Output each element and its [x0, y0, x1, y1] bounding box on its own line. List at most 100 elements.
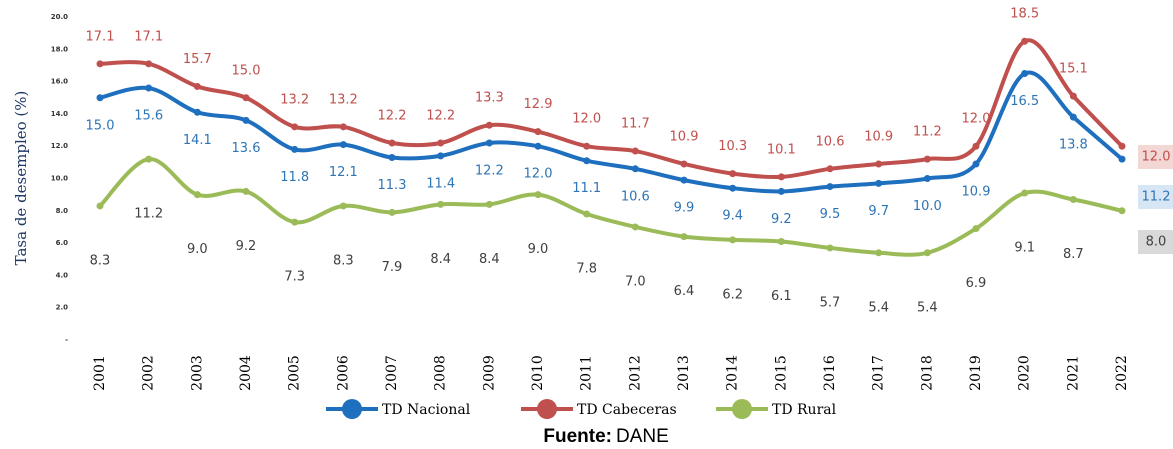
value-label: 8.0: [1146, 235, 1167, 250]
value-label: 13.2: [280, 92, 309, 107]
value-label: 11.2: [913, 125, 942, 140]
series-line: [98, 157, 1123, 257]
value-label: 9.4: [722, 209, 743, 224]
x-tick-label: 2016: [822, 355, 838, 391]
point: [923, 249, 931, 257]
y-tick-label: 14.0: [51, 110, 68, 118]
point: [437, 200, 445, 208]
point: [826, 244, 834, 252]
value-label: 9.1: [1014, 241, 1035, 256]
value-label: 9.2: [236, 239, 257, 254]
value-label: 12.0: [962, 112, 991, 127]
series-line: [99, 70, 1124, 194]
point: [96, 94, 104, 102]
point: [534, 142, 542, 150]
x-tick-label: 2018: [919, 355, 935, 391]
point: [923, 175, 931, 182]
value-label: 15.0: [86, 118, 115, 133]
value-label: 10.9: [670, 129, 699, 144]
point: [680, 233, 688, 241]
x-tick-label: 2011: [579, 355, 595, 391]
point: [193, 82, 201, 90]
point: [534, 191, 542, 199]
point: [388, 139, 396, 147]
x-tick-label: 2002: [141, 355, 157, 391]
value-label: 15.7: [183, 52, 212, 67]
point: [193, 108, 201, 116]
value-label: 11.3: [378, 178, 407, 193]
y-tick-label: 12.0: [51, 142, 68, 150]
value-label: 12.2: [378, 108, 407, 123]
x-tick-label: 2001: [92, 355, 108, 391]
point: [729, 184, 737, 192]
y-tick-label: 8.0: [56, 207, 69, 215]
point: [388, 208, 396, 216]
y-tick-label: 20.0: [51, 13, 68, 21]
point: [485, 139, 493, 147]
source-text: DANE: [616, 426, 669, 447]
value-label: 13.2: [329, 92, 358, 107]
value-label: 12.2: [426, 108, 455, 123]
value-label: 6.4: [674, 284, 695, 299]
point: [388, 154, 396, 162]
y-tick-label: 2.0: [56, 304, 69, 312]
value-label: 6.9: [966, 276, 987, 291]
point: [1069, 92, 1077, 100]
value-label: 8.3: [90, 253, 111, 268]
value-label: 11.8: [280, 170, 309, 185]
value-label: 7.8: [576, 262, 597, 277]
value-label: 11.2: [134, 207, 163, 222]
x-tick-label: 2013: [676, 355, 692, 391]
point: [777, 187, 785, 195]
x-tick-label: 2008: [433, 355, 449, 391]
value-label: 10.3: [718, 139, 747, 154]
y-tick-label: 6.0: [56, 239, 69, 247]
value-label: 13.8: [1059, 138, 1088, 153]
x-tick-label: 2009: [481, 355, 497, 391]
point: [242, 116, 250, 124]
value-label: 8.3: [333, 253, 354, 268]
point: [972, 225, 980, 233]
value-label: 9.5: [820, 207, 841, 222]
legend-marker: [342, 399, 362, 419]
value-label: 5.4: [917, 300, 938, 315]
point: [96, 60, 104, 68]
point: [485, 121, 493, 129]
value-label: 8.4: [479, 252, 500, 267]
x-tick-label: 2007: [384, 355, 400, 391]
point: [777, 237, 785, 245]
point: [583, 142, 591, 150]
value-label-box: [1138, 145, 1173, 169]
value-label: 6.2: [722, 287, 743, 302]
value-label: 5.7: [820, 295, 841, 310]
legend-label: TD Cabeceras: [577, 402, 677, 418]
point: [1118, 142, 1126, 150]
point: [729, 170, 737, 178]
point: [1069, 113, 1077, 121]
value-label: 15.1: [1059, 62, 1088, 77]
legend-label: TD Nacional: [382, 402, 471, 418]
point: [826, 183, 834, 191]
value-label: 12.0: [572, 112, 601, 127]
point: [1021, 70, 1029, 78]
value-label: 8.4: [430, 252, 451, 267]
point: [631, 147, 639, 155]
y-tick-label: -: [65, 336, 68, 344]
value-label: 12.0: [524, 167, 553, 182]
x-tick-label: 2004: [238, 355, 254, 391]
value-label: 11.2: [1142, 190, 1171, 205]
point: [875, 249, 883, 257]
value-label: 10.9: [864, 129, 893, 144]
value-label: 13.6: [232, 141, 261, 156]
point: [1069, 195, 1077, 203]
value-label: 8.7: [1063, 247, 1084, 262]
value-label: 12.0: [1142, 150, 1171, 165]
value-label: 10.6: [816, 134, 845, 149]
point: [339, 202, 347, 210]
source-label: Fuente:: [543, 426, 612, 447]
value-label: 16.5: [1010, 94, 1039, 109]
point: [680, 160, 688, 168]
value-label: 13.3: [475, 91, 504, 106]
point: [437, 139, 445, 147]
